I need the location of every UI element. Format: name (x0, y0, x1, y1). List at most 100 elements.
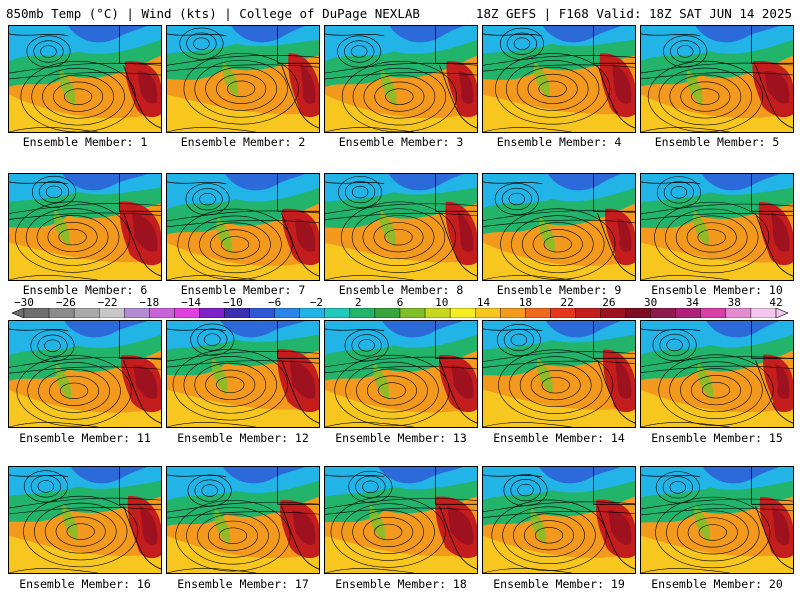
ensemble-member-panel-5[interactable] (640, 25, 794, 133)
colorbar-segment (725, 308, 752, 318)
ensemble-member-panel-17[interactable] (166, 466, 320, 574)
colorbar-tick-label: −30 (14, 296, 34, 309)
ensemble-member-panel-2[interactable] (166, 25, 320, 133)
ensemble-member-label: Ensemble Member: 4 (496, 135, 622, 149)
colorbar-segment (475, 308, 501, 318)
temperature-map (9, 321, 161, 427)
temperature-map (641, 26, 793, 132)
temperature-map (9, 467, 161, 573)
colorbar-tick-label: 18 (518, 296, 532, 309)
colorbar-segment (149, 308, 175, 318)
colorbar-tick-label: 6 (396, 296, 404, 309)
colorbar-segment (199, 308, 225, 318)
colorbar-tick-label: −6 (268, 296, 282, 309)
ensemble-member-panel-11[interactable] (8, 320, 162, 428)
colorbar-segment (500, 308, 526, 318)
colorbar-segment (274, 308, 300, 318)
colorbar-left-arrow (12, 308, 25, 318)
ensemble-member-label: Ensemble Member: 17 (177, 577, 309, 591)
colorbar-segment (750, 308, 777, 318)
colorbar-segment (575, 308, 601, 318)
temperature-map (641, 321, 793, 427)
colorbar (12, 308, 788, 318)
colorbar-segment (625, 308, 651, 318)
colorbar-tick-label: 34 (685, 296, 700, 309)
ensemble-member-label: Ensemble Member: 6 (22, 283, 148, 297)
ensemble-member-panel-18[interactable] (324, 466, 478, 574)
ensemble-member-label: Ensemble Member: 18 (335, 577, 467, 591)
colorbar-segment (224, 308, 250, 318)
colorbar-tick-label: −10 (222, 296, 243, 309)
temperature-map (641, 174, 793, 280)
colorbar-segment (600, 308, 626, 318)
colorbar-tick-label: 14 (476, 296, 491, 309)
header-right: 18Z GEFS | F168 Valid: 18Z SAT JUN 14 20… (475, 6, 792, 21)
temperature-map (9, 26, 161, 132)
temperature-map (167, 321, 319, 427)
ensemble-member-panel-1[interactable] (8, 25, 162, 133)
colorbar-segment (650, 308, 676, 318)
temperature-map (483, 26, 635, 132)
ensemble-member-panel-12[interactable] (166, 320, 320, 428)
ensemble-member-panel-14[interactable] (482, 320, 636, 428)
ensemble-member-panel-9[interactable] (482, 173, 636, 281)
ensemble-member-label: Ensemble Member: 1 (22, 135, 148, 149)
colorbar-segment (525, 308, 551, 318)
ensemble-member-label: Ensemble Member: 2 (180, 135, 306, 149)
ensemble-member-label: Ensemble Member: 15 (651, 431, 783, 445)
ensemble-member-panel-6[interactable] (8, 173, 162, 281)
ensemble-member-panel-15[interactable] (640, 320, 794, 428)
temperature-map (483, 467, 635, 573)
colorbar-segment (174, 308, 200, 318)
ensemble-member-label: Ensemble Member: 19 (493, 577, 625, 591)
temperature-map (167, 26, 319, 132)
colorbar-segment (73, 308, 100, 318)
colorbar-segment (124, 308, 150, 318)
ensemble-member-panel-7[interactable] (166, 173, 320, 281)
colorbar-right-arrow (775, 308, 788, 318)
colorbar-segment (299, 308, 326, 318)
colorbar-segment (675, 308, 702, 318)
ensemble-member-label: Ensemble Member: 5 (654, 135, 780, 149)
ensemble-member-label: Ensemble Member: 8 (338, 283, 464, 297)
temperature-map (641, 467, 793, 573)
colorbar-tick-label: 30 (644, 296, 658, 309)
colorbar-tick-label: 10 (435, 296, 449, 309)
header-left: 850mb Temp (°C) | Wind (kts) | College o… (6, 6, 420, 21)
colorbar-segment (23, 308, 50, 318)
ensemble-member-panel-20[interactable] (640, 466, 794, 574)
colorbar-segment (550, 308, 576, 318)
temperature-map (167, 467, 319, 573)
ensemble-member-label: Ensemble Member: 12 (177, 431, 309, 445)
temperature-map (483, 321, 635, 427)
colorbar-segment (449, 308, 476, 318)
colorbar-segment (98, 308, 125, 318)
colorbar-tick-label: −2 (309, 296, 324, 309)
ensemble-member-panel-8[interactable] (324, 173, 478, 281)
ensemble-member-label: Ensemble Member: 10 (651, 283, 783, 297)
colorbar-segment (374, 308, 401, 318)
colorbar-tick-label: −22 (97, 296, 118, 309)
temperature-map (325, 321, 477, 427)
colorbar-tick-label: −14 (181, 296, 202, 309)
colorbar-segment (48, 308, 75, 318)
temperature-map (9, 174, 161, 280)
ensemble-member-label: Ensemble Member: 16 (19, 577, 151, 591)
colorbar-segment (399, 308, 426, 318)
ensemble-member-panel-13[interactable] (324, 320, 478, 428)
colorbar-segment (324, 308, 351, 318)
colorbar-tick-label: 38 (727, 296, 741, 309)
temperature-map (325, 467, 477, 573)
ensemble-member-label: Ensemble Member: 3 (338, 135, 464, 149)
ensemble-member-panel-19[interactable] (482, 466, 636, 574)
colorbar-tick-label: 22 (560, 296, 574, 309)
ensemble-member-panel-3[interactable] (324, 25, 478, 133)
ensemble-member-panel-10[interactable] (640, 173, 794, 281)
ensemble-member-panel-4[interactable] (482, 25, 636, 133)
colorbar-segment (424, 308, 451, 318)
ensemble-member-panel-16[interactable] (8, 466, 162, 574)
colorbar-segment (349, 308, 376, 318)
ensemble-member-label: Ensemble Member: 7 (180, 283, 306, 297)
colorbar-segment (700, 308, 727, 318)
